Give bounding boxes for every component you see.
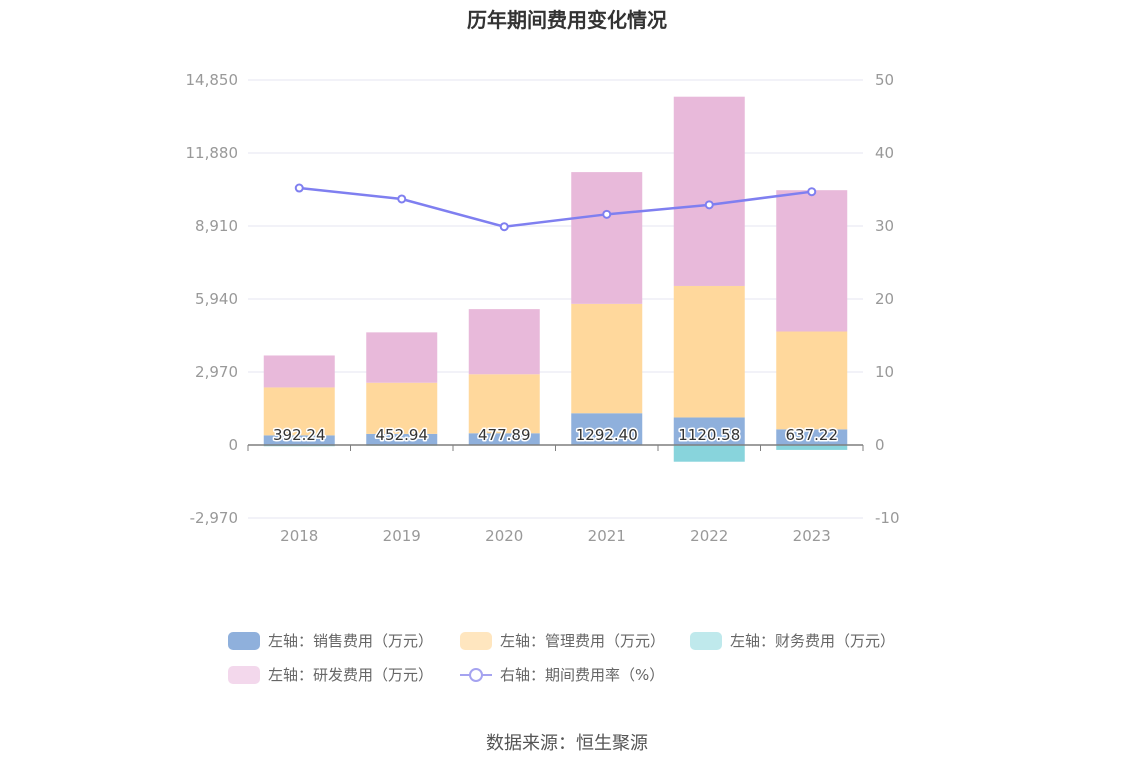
data-label-sales: 1292.40	[576, 426, 638, 444]
legend-swatch-sales	[228, 631, 260, 650]
x-tick-label: 2021	[588, 527, 626, 545]
point-rate	[602, 209, 612, 219]
y-right-tick-label: 50	[875, 71, 894, 89]
legend-item-finance[interactable]: 左轴：财务费用（万元）	[690, 630, 895, 651]
line-rate	[299, 186, 812, 229]
bar-admin	[673, 285, 745, 418]
point-rate	[499, 222, 509, 232]
bar-rd	[263, 355, 335, 388]
y-right-tick-label: 10	[875, 363, 894, 381]
point-rate	[704, 200, 714, 210]
y-left-tick-label: 0	[228, 436, 238, 454]
y-left-tick-label: -2,970	[190, 509, 238, 527]
legend-item-admin[interactable]: 左轴：管理费用（万元）	[460, 630, 665, 651]
y-left-tick-label: 2,970	[195, 363, 238, 381]
bar-sales	[571, 413, 643, 445]
stacked-bar-line-chart: 14,850 11,880 8,910 5,940 2,970 0 -2,970 50 40 30…	[186, 71, 900, 545]
data-source: 数据来源：恒生聚源	[486, 733, 648, 754]
bar-rd	[776, 190, 848, 332]
y-right-tick-label: 30	[875, 217, 894, 235]
legend-label-finance: 左轴：财务费用（万元）	[730, 632, 896, 650]
legend-swatch-admin	[460, 631, 492, 650]
y-left-tick-label: 11,880	[186, 144, 239, 162]
point-rate	[294, 183, 304, 193]
data-label-sales: 452.94	[376, 426, 429, 444]
bar-admin	[468, 374, 540, 434]
x-tick-label: 2022	[690, 527, 728, 545]
bar-finance	[673, 445, 745, 462]
bar-admin	[366, 382, 438, 434]
y-left-tick-label: 5,940	[195, 290, 238, 308]
point-rate	[807, 187, 817, 197]
x-tick-label: 2020	[485, 527, 523, 545]
y-right-tick-label: 20	[875, 290, 894, 308]
bar-admin	[263, 387, 335, 436]
data-label-sales: 477.89	[478, 426, 531, 444]
legend-item-rate[interactable]: 右轴：期间费用率（%）	[460, 664, 664, 685]
x-tick-label: 2018	[280, 527, 318, 545]
y-right-tick-label: -10	[875, 509, 900, 527]
legend-swatch-finance	[690, 631, 722, 650]
bar-rd	[366, 332, 438, 383]
bar-sales	[776, 429, 848, 445]
bar-admin	[571, 303, 643, 414]
chart-title: 历年期间费用变化情况	[467, 8, 667, 32]
data-label-sales: 1120.58	[678, 426, 740, 444]
bar-sales	[468, 433, 540, 445]
data-label-sales: 637.22	[786, 426, 839, 444]
legend-label-admin: 左轴：管理费用（万元）	[500, 632, 666, 650]
bar-rd	[468, 309, 540, 375]
bar-sales	[366, 433, 438, 445]
bar-rd	[673, 96, 745, 286]
bar-rd	[571, 172, 643, 304]
y-left-tick-label: 14,850	[186, 71, 239, 89]
legend-swatch-rd	[228, 665, 260, 684]
data-label-sales: 392.24	[273, 426, 326, 444]
legend-item-sales[interactable]: 左轴：销售费用（万元）	[228, 630, 433, 651]
y-right-tick-label: 40	[875, 144, 894, 162]
legend-label-rate: 右轴：期间费用率（%）	[500, 666, 665, 684]
bar-sales	[263, 435, 335, 445]
legend-swatch-rate	[460, 666, 492, 684]
bar-finance	[776, 445, 848, 450]
legend-label-sales: 左轴：销售费用（万元）	[268, 632, 434, 650]
x-tick-label: 2023	[793, 527, 831, 545]
bar-sales	[673, 417, 745, 445]
bar-admin	[776, 331, 848, 430]
point-rate	[397, 194, 407, 204]
legend-item-rd[interactable]: 左轴：研发费用（万元）	[228, 664, 433, 685]
legend-label-rd: 左轴：研发费用（万元）	[268, 666, 434, 684]
x-tick-label: 2019	[383, 527, 421, 545]
y-left-tick-label: 8,910	[195, 217, 238, 235]
y-right-tick-label: 0	[875, 436, 885, 454]
